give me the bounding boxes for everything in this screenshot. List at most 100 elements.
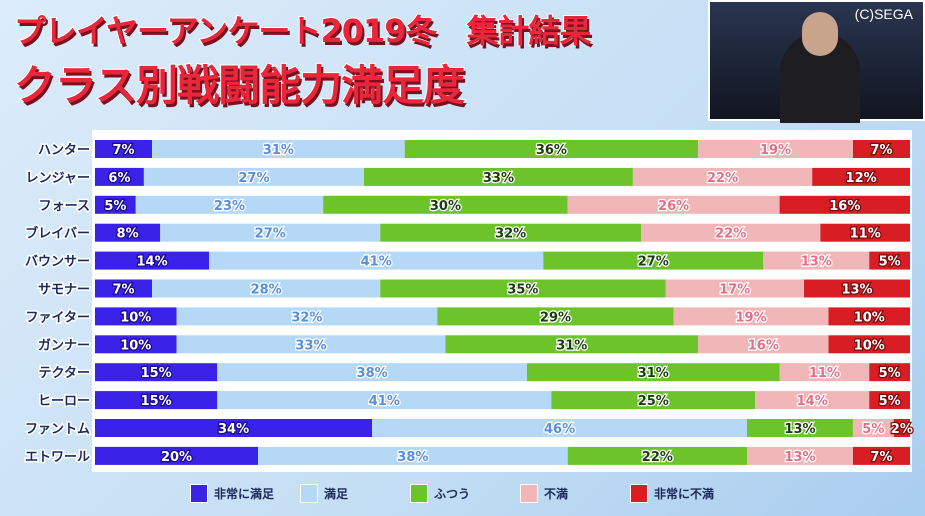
data-label: 10% — [120, 310, 151, 325]
data-label: 29% — [540, 310, 571, 325]
bar-segment — [698, 335, 829, 354]
bar-segment — [763, 251, 870, 270]
bar-segment — [437, 307, 674, 326]
category-label: フォース — [39, 199, 90, 214]
legend-swatch — [190, 484, 208, 503]
bar-segment — [445, 335, 699, 354]
legend-item: 非常に満足 — [190, 484, 300, 503]
category-label: ヒーロー — [38, 394, 90, 409]
legend-item: 不満 — [520, 484, 630, 503]
data-label: 15% — [141, 366, 172, 381]
data-label: 5% — [879, 394, 901, 409]
bar-segment — [828, 335, 910, 354]
bar-segment — [95, 391, 218, 410]
data-label: 28% — [251, 283, 282, 298]
data-label: 7% — [870, 450, 892, 465]
bar-segment — [363, 167, 633, 186]
data-label: 30% — [430, 199, 461, 214]
category-label: ファントム — [25, 422, 90, 437]
bar-segment — [779, 363, 870, 382]
bar-segment — [747, 419, 853, 437]
data-label: 31% — [263, 143, 294, 158]
data-label: 13% — [784, 422, 815, 437]
bar-segment — [95, 251, 210, 270]
bar-segment — [812, 167, 910, 186]
data-label: 10% — [854, 338, 885, 353]
data-label: 19% — [760, 143, 791, 158]
bar-segment — [852, 446, 910, 465]
category-label: サモナー — [38, 283, 90, 298]
data-label: 7% — [870, 143, 892, 158]
bar-segment — [526, 363, 780, 382]
bar-segment — [852, 140, 910, 158]
bar-segment — [755, 391, 870, 410]
data-label: 13% — [784, 450, 815, 465]
bar-segment — [95, 335, 177, 354]
data-label: 13% — [801, 255, 832, 270]
bar-segment — [893, 419, 910, 437]
data-label: 38% — [397, 450, 428, 465]
data-label: 10% — [854, 310, 885, 325]
bar-segment — [217, 391, 552, 410]
data-label: 46% — [544, 422, 575, 437]
data-label: 7% — [112, 283, 134, 298]
bar-segment — [543, 251, 764, 270]
data-label: 22% — [715, 227, 746, 242]
bar-segment — [152, 140, 405, 158]
bar-segment — [820, 223, 910, 242]
bar-segment — [567, 195, 780, 214]
data-label: 32% — [291, 310, 322, 325]
bar-segment — [95, 279, 153, 298]
category-label: ハンター — [38, 143, 90, 158]
bar-segment — [869, 363, 910, 382]
data-label: 27% — [238, 171, 269, 186]
bar-segment — [143, 167, 364, 186]
bar-segment — [160, 223, 381, 242]
legend-item: 非常に不満 — [630, 484, 740, 503]
bar-segment — [95, 419, 373, 437]
bar-segment — [747, 446, 853, 465]
results-label: 集計結果 — [466, 11, 593, 51]
data-label: 5% — [104, 199, 126, 214]
legend-label: 不満 — [544, 487, 569, 501]
bar-segment — [567, 446, 747, 465]
webcam-feed: (C)SEGA — [708, 0, 925, 123]
bar-segment — [95, 446, 258, 465]
bar-segment — [135, 195, 324, 214]
data-label: 11% — [850, 227, 881, 242]
data-label: 23% — [214, 199, 245, 214]
survey-title: プレイヤーアンケート2019冬 — [13, 11, 439, 51]
legend-item: ふつう — [410, 484, 520, 503]
legend-label: ふつう — [434, 487, 471, 501]
data-label: 16% — [748, 338, 779, 353]
bar-segment — [95, 307, 177, 326]
legend-label: 非常に不満 — [654, 487, 715, 501]
bar-segment — [804, 279, 910, 298]
category-label: ガンナー — [38, 338, 90, 353]
data-label: 31% — [638, 366, 669, 381]
bar-segment — [673, 307, 829, 326]
bar-segment — [665, 279, 805, 298]
category-label: エトワール — [25, 450, 90, 465]
category-label: バウンサー — [25, 255, 90, 270]
data-label: 33% — [483, 171, 514, 186]
bar-segment — [869, 391, 910, 410]
legend-label: 非常に満足 — [214, 487, 275, 501]
data-label: 2% — [891, 422, 913, 437]
bar-segment — [217, 363, 527, 382]
data-label: 31% — [556, 338, 587, 353]
bar-segment — [95, 167, 144, 186]
bar-segment — [176, 335, 446, 354]
category-label: ブレイバー — [25, 226, 90, 242]
bar-segment — [372, 419, 747, 437]
data-label: 5% — [862, 422, 884, 437]
data-label: 17% — [719, 283, 750, 298]
data-label: 5% — [879, 255, 901, 270]
title-line-1: プレイヤーアンケート2019冬 集計結果 — [13, 6, 593, 52]
legend-swatch — [520, 484, 538, 503]
data-label: 41% — [369, 394, 400, 409]
data-label: 33% — [295, 338, 326, 353]
bar-segment — [380, 223, 642, 242]
copyright: (C)SEGA — [854, 6, 913, 22]
